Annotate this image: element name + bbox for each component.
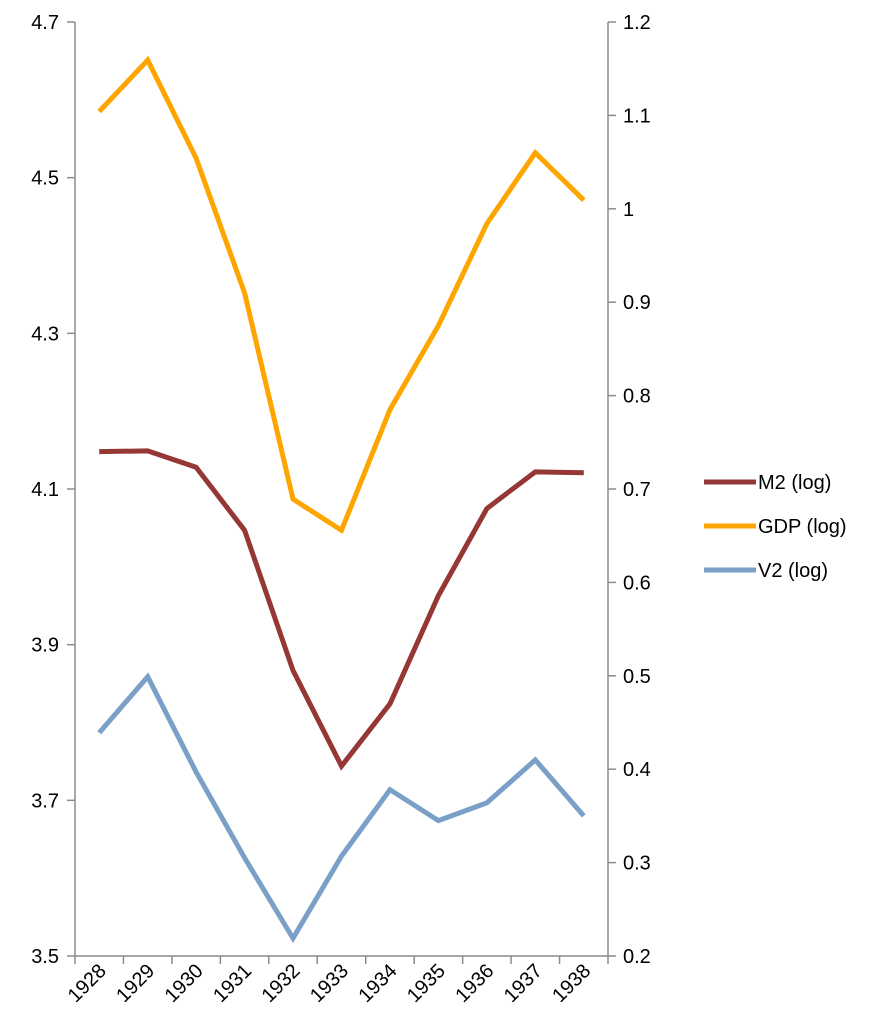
left-y-tick-label: 3.7 — [31, 790, 59, 812]
x-tick-label: 1934 — [354, 960, 401, 1007]
x-tick-label: 1931 — [209, 960, 256, 1007]
right-y-tick-label: 0.3 — [623, 853, 651, 875]
x-tick-label: 1933 — [306, 960, 353, 1007]
right-y-tick-label: 0.7 — [623, 479, 651, 501]
x-tick-label: 1928 — [64, 960, 111, 1007]
legend-label: M2 (log) — [758, 472, 831, 494]
right-y-tick-label: 1 — [623, 199, 634, 221]
legend: M2 (log) GDP (log) V2 (log) — [704, 472, 847, 582]
right-y-tick-label: 0.6 — [623, 572, 651, 594]
x-tick-label: 1932 — [258, 960, 305, 1007]
x-tick-label: 1937 — [500, 960, 547, 1007]
right-y-tick-label: 0.8 — [623, 386, 651, 408]
right-y-tick-label: 1.1 — [623, 105, 651, 127]
right-y-tick-label: 0.4 — [623, 759, 651, 781]
series-line — [97, 672, 586, 944]
x-tick-label: 1930 — [161, 960, 208, 1007]
left-y-tick-label: 4.1 — [31, 479, 59, 501]
x-tick-label: 1935 — [403, 960, 450, 1007]
right-y-tick-label: 0.2 — [623, 946, 651, 968]
x-tick-label: 1936 — [451, 960, 498, 1007]
legend-label: GDP (log) — [758, 516, 847, 538]
left-y-tick-label: 4.5 — [31, 168, 59, 190]
left-y-tick-label: 4.3 — [31, 323, 59, 345]
left-y-tick-label: 3.5 — [31, 946, 59, 968]
x-tick-label: 1929 — [112, 960, 159, 1007]
series-line — [99, 448, 584, 771]
left-y-tick-label: 3.9 — [31, 635, 59, 657]
right-y-tick-label: 0.9 — [623, 292, 651, 314]
legend-label: V2 (log) — [758, 560, 828, 582]
right-y-tick-label: 0.5 — [623, 666, 651, 688]
x-tick-label: 1938 — [548, 960, 595, 1007]
series-lines — [97, 55, 586, 944]
series-line — [97, 55, 586, 535]
left-y-tick-label: 4.7 — [31, 12, 59, 34]
right-y-tick-label: 1.2 — [623, 12, 651, 34]
